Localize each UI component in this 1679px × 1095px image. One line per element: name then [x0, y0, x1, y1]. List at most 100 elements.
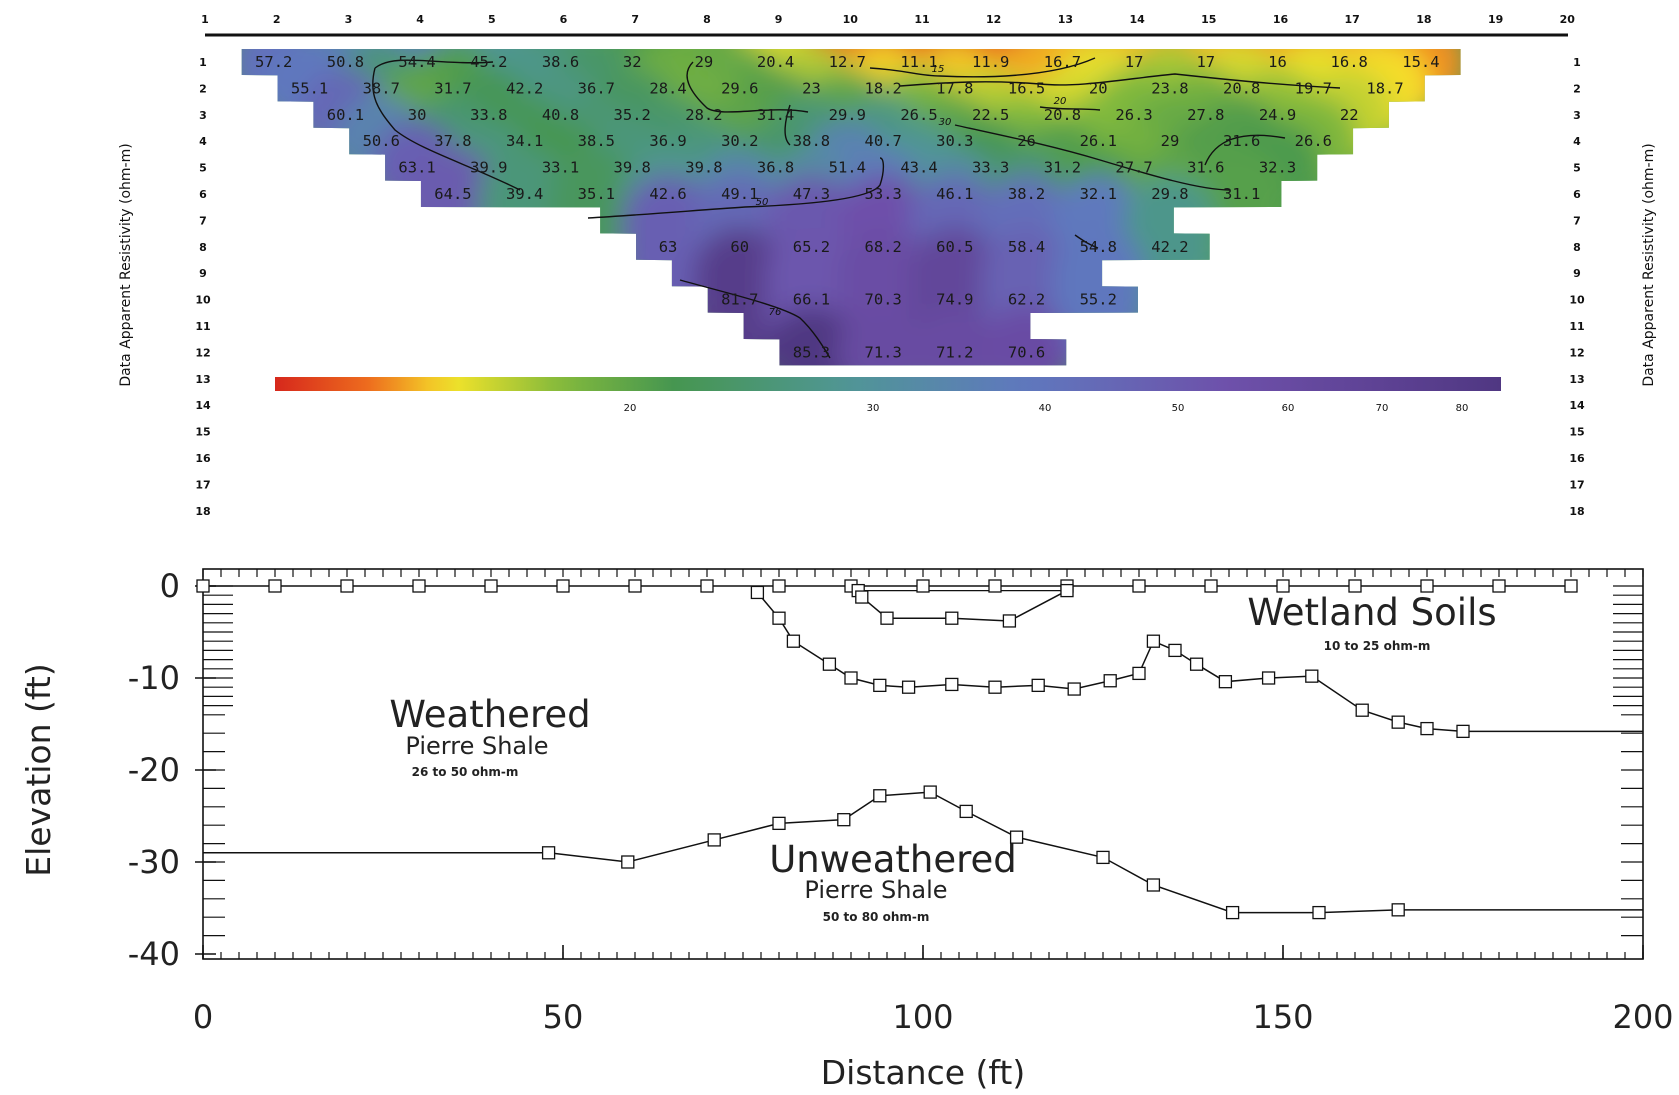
level-tick: 4 [1573, 135, 1581, 148]
resistivity-value: 36.8 [757, 159, 794, 177]
data-point [1103, 674, 1117, 688]
contour-lines [372, 57, 1341, 359]
data-point [340, 579, 354, 593]
minor-ticks [202, 569, 1644, 959]
resistivity-value: 40.7 [864, 132, 901, 150]
resistivity-value: 71.2 [936, 343, 973, 361]
y-tick-label: -30 [128, 843, 180, 881]
left-axis-label: Data Apparent Resistivity (ohm-m) [118, 143, 134, 386]
data-point [916, 579, 930, 593]
contour-label: 20 [1054, 96, 1067, 107]
data-point [945, 611, 959, 625]
level-tick: 16 [195, 452, 211, 465]
resistivity-value: 32.1 [1080, 185, 1117, 203]
electrode-tick: 10 [843, 13, 859, 26]
resistivity-value: 50.6 [363, 132, 400, 150]
cross-section: 0 -10 -20 -30 -40 0 50 100 150 200 Distance (ft)… [19, 567, 1674, 1092]
resistivity-value: 74.9 [936, 291, 973, 309]
resistivity-value: 30 [408, 106, 427, 124]
resistivity-value: 63 [659, 238, 678, 256]
resistivity-value: 26.1 [1080, 132, 1117, 150]
data-point [1067, 682, 1081, 696]
data-point [1261, 671, 1276, 685]
resistivity-value: 16 [1268, 53, 1287, 71]
data-point [873, 789, 887, 803]
level-tick: 18 [1569, 505, 1584, 518]
level-tick: 2 [1573, 82, 1581, 95]
data-point [786, 634, 801, 648]
data-point [621, 855, 635, 869]
contour-line [372, 59, 521, 191]
level-tick: 13 [1569, 373, 1584, 386]
data-point [700, 579, 714, 593]
data-point [1276, 579, 1290, 593]
level-tick: 5 [1573, 162, 1581, 175]
resistivity-value: 60 [730, 238, 749, 256]
top-electrode-ticks: 1 2 3 4 5 6 7 8 9 10 11 12 13 14 15 16 17 18 19 20 [201, 13, 1575, 26]
data-point [1456, 724, 1470, 739]
resistivity-value: 16.5 [1008, 79, 1045, 97]
x-tick-label: 150 [1252, 998, 1313, 1036]
level-tick: 15 [1569, 426, 1584, 439]
electrode-tick: 11 [914, 13, 929, 26]
resistivity-value: 63.1 [398, 159, 435, 177]
resistivity-value: 65.2 [793, 238, 830, 256]
level-tick: 13 [195, 373, 210, 386]
unweathered-shale-range: 50 to 80 ohm-m [823, 910, 930, 924]
data-point [1355, 703, 1369, 717]
resistivity-value: 29 [1161, 132, 1180, 150]
resistivity-value: 33.3 [972, 159, 1009, 177]
resistivity-value: 37.8 [434, 132, 471, 150]
level-tick: 18 [195, 505, 210, 518]
level-tick: 1 [1573, 56, 1581, 69]
resistivity-value: 55.2 [1080, 291, 1117, 309]
resistivity-value: 27.7 [1115, 159, 1152, 177]
resistivity-value: 15.4 [1402, 53, 1439, 71]
colorbar [275, 377, 1501, 391]
electrode-tick: 15 [1201, 13, 1216, 26]
electrode-tick: 18 [1416, 13, 1431, 26]
data-point [1146, 634, 1161, 648]
resistivity-value: 60.1 [327, 106, 364, 124]
contour-label: 30 [939, 117, 952, 128]
resistivity-value: 38.7 [363, 79, 400, 97]
resistivity-value: 85.3 [793, 343, 830, 361]
data-point [750, 585, 765, 600]
x-tick-label: 0 [193, 998, 213, 1036]
resistivity-value: 62.2 [1008, 291, 1045, 309]
resistivity-value: 39.8 [614, 159, 651, 177]
resistivity-value: 19.7 [1295, 79, 1332, 97]
data-point [1218, 675, 1233, 689]
data-point [556, 579, 570, 593]
level-tick: 4 [199, 135, 207, 148]
data-point [1002, 614, 1017, 628]
colorbar-tick: 20 [624, 403, 637, 414]
resistivity-color-field [241, 49, 1461, 366]
resistivity-value: 28.2 [685, 106, 722, 124]
data-point [1204, 579, 1218, 593]
contour-line [1074, 234, 1099, 249]
data-point [1391, 903, 1405, 917]
contour-line [784, 104, 791, 146]
electrode-tick: 6 [560, 13, 568, 26]
resistivity-value: 31.6 [1187, 159, 1224, 177]
boundary-markers [196, 579, 1578, 920]
data-point [1132, 666, 1146, 681]
data-point [772, 611, 786, 625]
resistivity-value: 42.2 [506, 79, 543, 97]
colorbar-tick: 30 [867, 403, 880, 414]
boundary-line [203, 791, 1643, 914]
data-point [196, 579, 210, 593]
resistivity-value: 53.3 [864, 185, 901, 203]
resistivity-value: 39.9 [470, 159, 507, 177]
data-point [1312, 905, 1326, 920]
wetland-soils-label: Wetland Soils [1247, 591, 1496, 634]
resistivity-value: 54.4 [398, 53, 435, 71]
weathered-shale-range: 26 to 50 ohm-m [412, 765, 519, 779]
colorbar-ticks: 20 30 40 50 60 70 80 [624, 403, 1469, 414]
electrode-tick: 17 [1345, 13, 1360, 26]
contour-line [869, 57, 1096, 78]
weathered-shale-sublabel: Pierre Shale [405, 732, 548, 760]
colorbar-tick: 70 [1376, 403, 1389, 414]
colorbar-tick: 60 [1282, 403, 1295, 414]
